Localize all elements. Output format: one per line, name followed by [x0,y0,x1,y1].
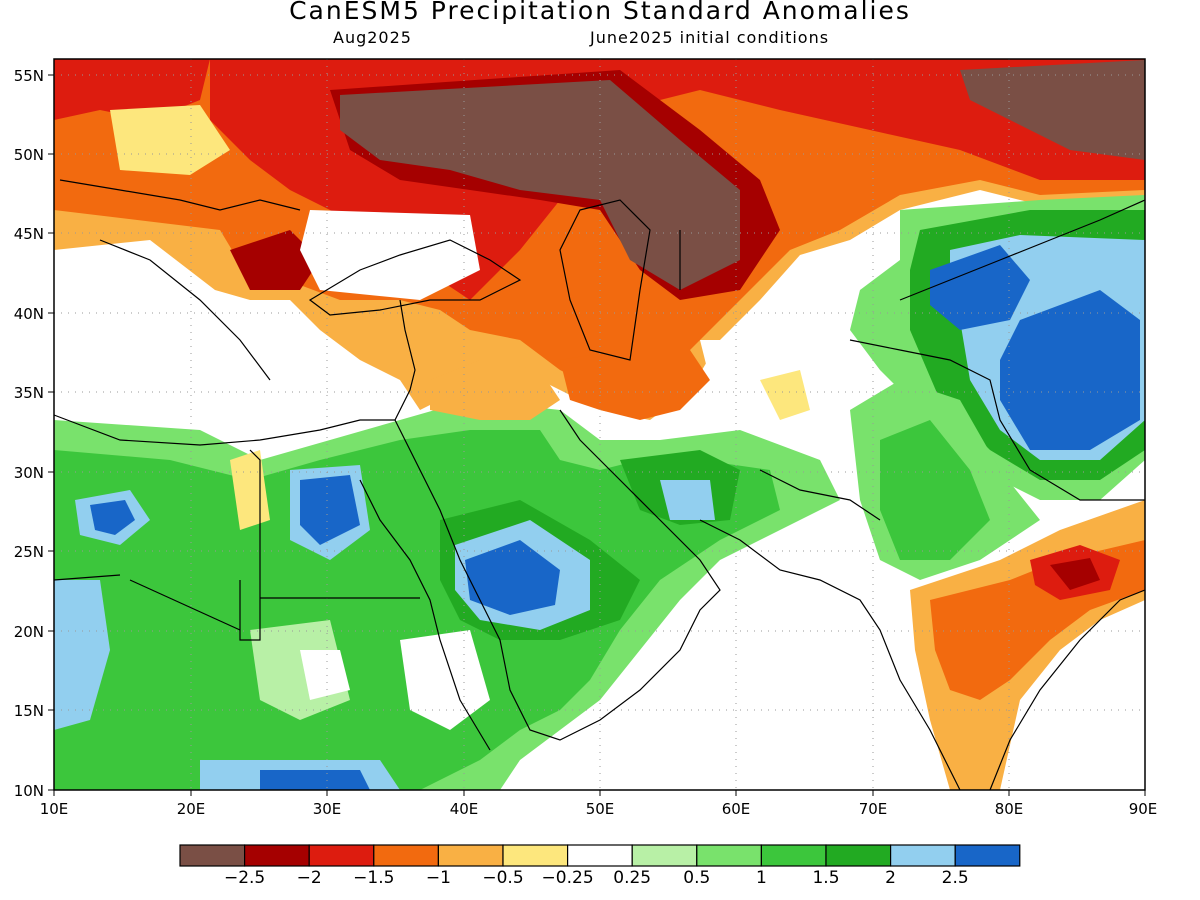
colorbar-swatch [373,844,439,867]
colorbar-label: 1 [755,868,767,888]
valid-month-label: Aug2025 [333,28,412,47]
colorbar-swatch [631,844,698,867]
colorbar-swatch [825,844,892,867]
x-tick-label: 90E [1129,800,1158,818]
coastlines [53,179,1146,791]
y-tick-label: 10N [14,782,44,800]
colorbar-swatch [179,844,246,867]
colorbar-swatch [696,844,762,867]
init-conditions-label: June2025 initial conditions [590,28,830,47]
y-tick-label: 25N [14,543,44,561]
y-tick-label: 20N [14,623,44,641]
colorbar-label: 0.25 [613,868,652,888]
anomaly-field [54,59,1145,790]
colorbar-label: −2 [296,868,322,888]
colorbar-swatch [502,844,569,867]
y-tick-label: 55N [14,67,44,85]
colorbar-swatch [437,844,504,867]
y-tick-label: 35N [14,384,44,402]
colorbar-label: 2.5 [941,868,969,888]
colorbar-swatch [760,844,827,867]
y-tick-label: 45N [14,225,44,243]
y-tick-label: 30N [14,464,44,482]
x-tick-label: 60E [722,800,751,818]
y-tick-label: 50N [14,146,44,164]
x-tick-label: 30E [313,800,342,818]
colorbar-label: −0.25 [541,868,594,888]
x-tick-label: 20E [177,800,206,818]
colorbar-swatch [566,844,633,867]
colorbar-label: 2 [885,868,897,888]
colorbar-label: −0.5 [482,868,524,888]
map-title: CanESM5 Precipitation Standard Anomalies [289,0,911,25]
map-grid [54,59,1145,790]
x-tick-label: 70E [859,800,888,818]
x-tick-label: 50E [586,800,615,818]
colorbar-label: −1 [425,868,451,888]
colorbar-swatch [244,844,310,867]
colorbar-label: −2.5 [223,868,266,888]
colorbar-swatch [308,844,375,867]
x-tick-label: 80E [995,800,1024,818]
y-tick-label: 15N [14,702,44,720]
colorbar-swatch [889,844,956,867]
colorbar-label: −1.5 [353,868,395,888]
colorbar-label: 1.5 [812,868,840,888]
x-tick-label: 40E [450,800,479,818]
colorbar-swatch [954,844,1021,867]
colorbar [179,844,1021,867]
x-tick-label: 10E [40,800,69,818]
y-tick-label: 40N [14,305,44,323]
colorbar-label: 0.5 [683,868,711,888]
